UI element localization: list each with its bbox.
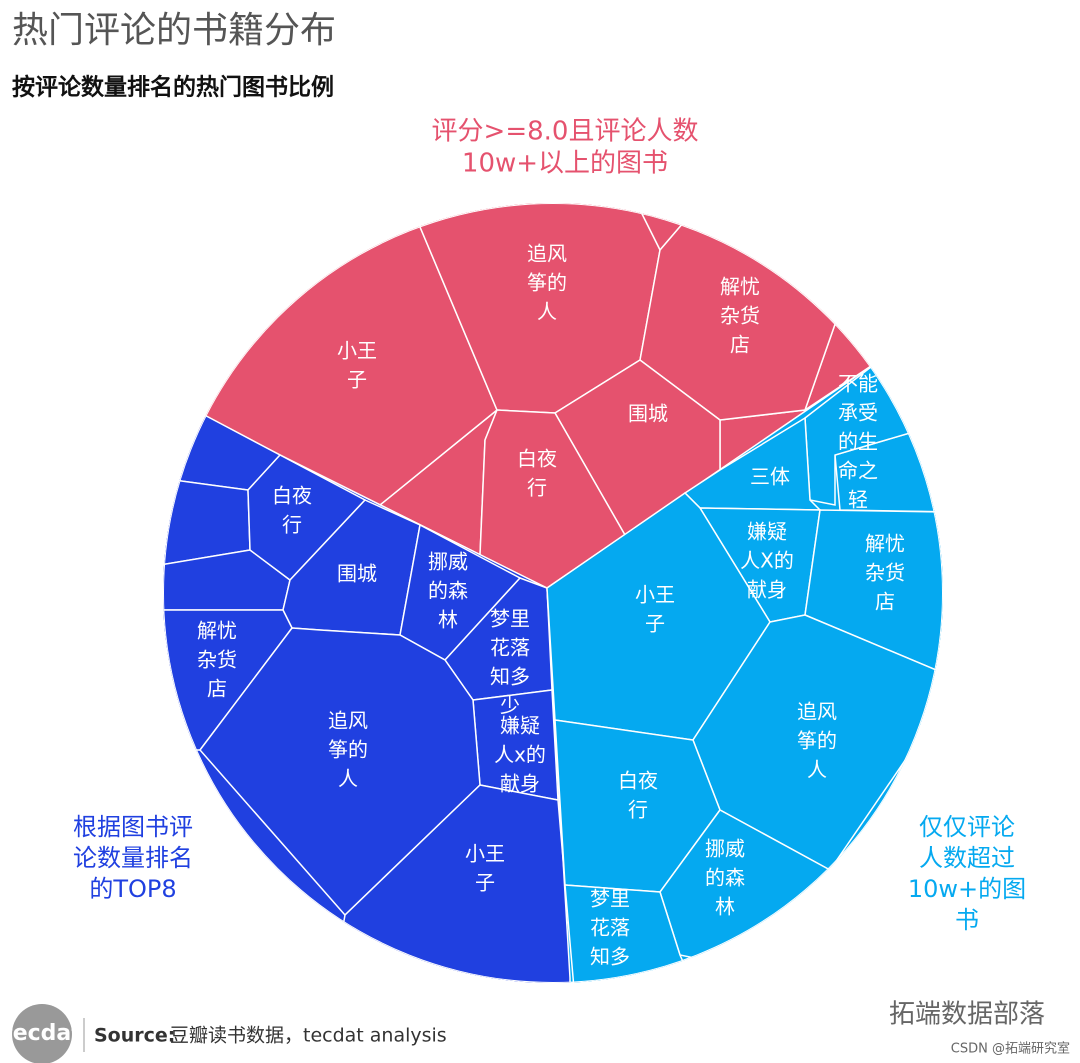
cell-label: 小王 <box>337 339 377 363</box>
cell-label: 命之 <box>838 459 878 483</box>
cell <box>199 627 481 917</box>
cell-label: 梦里 <box>590 887 630 911</box>
cell-label: 不能 <box>838 372 878 396</box>
cell-label: 白夜 <box>272 484 312 508</box>
group-label: 仅仅评论 <box>919 813 1015 841</box>
cell-label: 人 <box>537 300 557 324</box>
cell-label: 杂货 <box>197 648 237 672</box>
labels: 小王子追风筝的人解忧杂货店围城白夜行评分>=8.0且评论人数10w+以上的图书白… <box>73 117 1026 969</box>
cell <box>329 784 576 983</box>
cell-label: 行 <box>628 798 648 822</box>
cell-label: 解忧 <box>865 532 905 556</box>
cell <box>163 203 498 506</box>
group-label: 根据图书评 <box>73 813 193 841</box>
cell-label: 筝的 <box>328 738 368 762</box>
credit: CSDN @拓端研究室 <box>951 1041 1070 1057</box>
cell-label: 轻 <box>848 488 868 512</box>
cell-label: 承受 <box>838 401 878 425</box>
cell-label: 人 <box>807 758 827 782</box>
cell <box>804 509 943 682</box>
source: 豆瓣读书数据，tecdat analysis <box>170 1025 447 1047</box>
cell-label: 梦里 <box>490 607 530 631</box>
cell-label: 行 <box>527 476 547 500</box>
logo: tecdat <box>2 1021 82 1046</box>
cell-label: 的森 <box>705 866 745 890</box>
cell-label: 解忧 <box>197 619 237 643</box>
cell-label: 的生 <box>838 430 878 454</box>
cell-label: 围城 <box>337 562 377 586</box>
cell-label: 挪威 <box>428 550 468 574</box>
group-label: 10w+的图 <box>908 875 1026 903</box>
cell-label: 献身 <box>500 772 540 796</box>
cell-label: 子 <box>475 871 495 895</box>
cell-label: 挪威 <box>705 837 745 861</box>
source-label: Source: <box>94 1025 175 1047</box>
cell-label: 小王 <box>465 842 505 866</box>
cell-label: 白夜 <box>517 447 557 471</box>
subtitle: 按评论数量排名的热门图书比例 <box>12 74 334 101</box>
cell-label: 献身 <box>747 578 787 602</box>
cell-label: 子 <box>347 368 367 392</box>
cell-label: 小王 <box>635 583 675 607</box>
cell-label: 人 <box>338 767 358 791</box>
cell-label: 花落 <box>590 916 630 940</box>
cell-label: 知多 <box>590 945 630 969</box>
cell-label: 店 <box>875 590 895 614</box>
group-label: 论数量排名 <box>73 844 193 872</box>
cell-label: 白夜 <box>618 769 658 793</box>
cell-label: 围城 <box>628 402 668 426</box>
cell-label: 少 <box>500 694 520 718</box>
watermark: 拓端数据部落 <box>889 1000 1045 1030</box>
cell-label: 行 <box>282 513 302 537</box>
cell-label: 人X的 <box>740 549 794 573</box>
cell-label: 追风 <box>328 709 368 733</box>
cell-label: 店 <box>730 333 750 357</box>
group-label: 评分>=8.0且评论人数 <box>432 117 699 147</box>
group-label: 的TOP8 <box>89 875 176 903</box>
cell-label: 杂货 <box>720 304 760 328</box>
title: 热门评论的书籍分布 <box>12 10 336 51</box>
cell-label: 解忧 <box>720 275 760 299</box>
treemap <box>163 203 943 983</box>
cell-label: 花落 <box>490 636 530 660</box>
cell-label: 知多 <box>490 665 530 689</box>
cell-label: 嫌疑 <box>747 520 787 544</box>
logo-badge <box>12 1004 72 1063</box>
group-label: 书 <box>955 906 979 934</box>
cell-label: 三体 <box>750 465 790 489</box>
group-label: 10w+以上的图书 <box>462 149 668 179</box>
cell-label: 追风 <box>797 700 837 724</box>
cell-label: 筝的 <box>797 729 837 753</box>
cell-label: 林 <box>438 608 458 632</box>
cell-label: 嫌疑 <box>500 714 540 738</box>
cell-label: 追风 <box>527 242 567 266</box>
cell-label: 杂货 <box>865 561 905 585</box>
group-label: 人数超过 <box>919 844 1015 872</box>
cell-label: 林 <box>715 895 735 919</box>
cell <box>247 454 367 582</box>
cell-label: 人x的 <box>494 743 546 767</box>
cell-label: 店 <box>207 677 227 701</box>
cell-label: 子 <box>645 612 665 636</box>
cell-label: 筝的 <box>527 271 567 295</box>
cell-label: 的森 <box>428 579 468 603</box>
